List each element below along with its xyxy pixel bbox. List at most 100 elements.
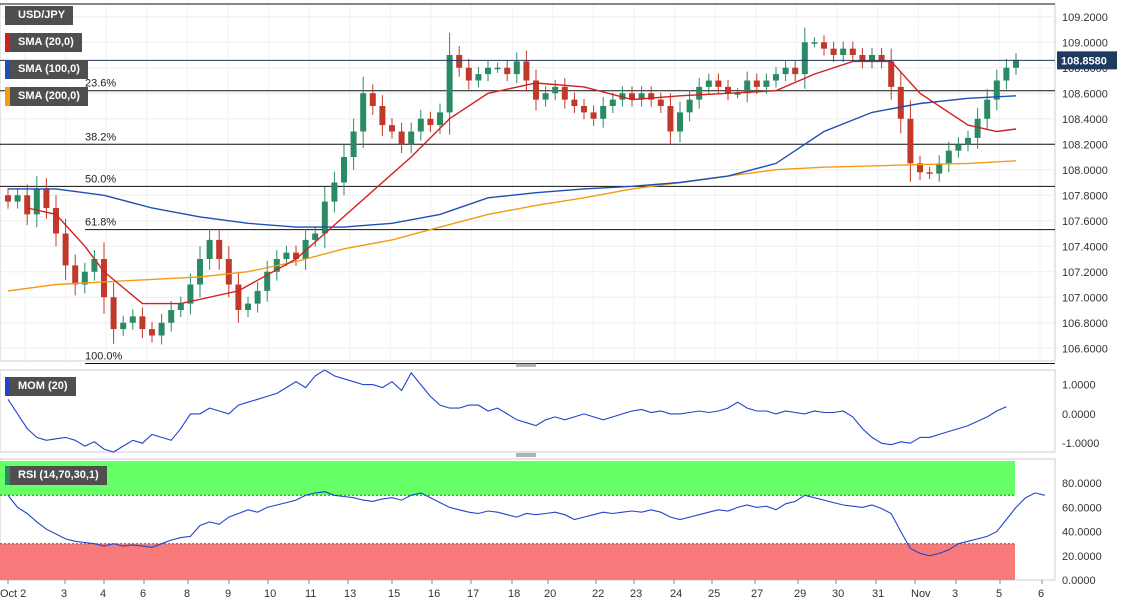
price-tick-label: 106.8000 bbox=[1062, 318, 1108, 330]
candle-body bbox=[398, 131, 405, 145]
price-tick-label: 107.8000 bbox=[1062, 190, 1108, 202]
date-tick-label: 29 bbox=[794, 588, 806, 600]
candle-body bbox=[657, 99, 664, 106]
candle-body bbox=[917, 163, 923, 173]
candle-body bbox=[945, 150, 952, 164]
momentum-panel[interactable]: 1.0000 0.0000 -1.0000 bbox=[0, 369, 1099, 453]
candle-body bbox=[888, 61, 895, 87]
date-tick-label: 4 bbox=[100, 588, 106, 600]
date-tick-label: 6 bbox=[1038, 588, 1044, 600]
candle-body bbox=[81, 271, 88, 285]
candle-body bbox=[581, 106, 587, 113]
candle-body bbox=[101, 259, 107, 298]
date-tick-label: 22 bbox=[592, 588, 604, 600]
candle-body bbox=[475, 74, 482, 81]
candle-body bbox=[561, 86, 568, 100]
candle-body bbox=[725, 86, 731, 94]
date-tick-label: 15 bbox=[388, 588, 400, 600]
rsi-tick-label: 60.0000 bbox=[1062, 502, 1102, 514]
price-panel[interactable]: 109.2000109.0000108.8000108.6000108.4000… bbox=[0, 3, 1117, 365]
sma200-badge[interactable]: SMA (200,0) bbox=[5, 87, 88, 106]
candle-body bbox=[715, 80, 722, 87]
price-tick-label: 108.6000 bbox=[1062, 88, 1108, 100]
candle-body bbox=[936, 163, 943, 174]
candle-body bbox=[984, 99, 991, 119]
candle-body bbox=[629, 93, 635, 100]
candle-body bbox=[897, 86, 904, 119]
sma200-line bbox=[7, 160, 1017, 292]
date-tick-label: 6 bbox=[140, 588, 146, 600]
candle-body bbox=[974, 118, 981, 138]
candle-body bbox=[379, 106, 386, 126]
sma20-badge[interactable]: SMA (20,0) bbox=[5, 33, 82, 52]
candle-body bbox=[600, 106, 607, 119]
last-price-box bbox=[1057, 51, 1117, 70]
date-tick-label: 24 bbox=[670, 588, 682, 600]
fib-label: 38.2% bbox=[85, 131, 116, 143]
candle-body bbox=[494, 67, 501, 70]
fib-label: 50.0% bbox=[85, 173, 116, 185]
candle-body bbox=[513, 61, 520, 75]
rsi-badge[interactable]: RSI (14,70,30,1) bbox=[5, 466, 107, 485]
candle-body bbox=[465, 67, 472, 81]
price-tick-label: 108.4000 bbox=[1062, 114, 1108, 126]
mom-tick-label: -1.0000 bbox=[1062, 438, 1099, 450]
panel-frame bbox=[0, 3, 1056, 362]
candle-body bbox=[417, 118, 424, 132]
candle-body bbox=[801, 42, 808, 75]
candle-body bbox=[1003, 67, 1010, 81]
candle-body bbox=[187, 284, 194, 304]
panel-resize-handle[interactable] bbox=[516, 363, 536, 367]
candle-body bbox=[158, 322, 165, 336]
mom-tick-label: 1.0000 bbox=[1062, 380, 1096, 392]
candle-body bbox=[360, 93, 367, 132]
fib-label: 61.8% bbox=[85, 217, 116, 229]
date-tick-label: 18 bbox=[508, 588, 520, 600]
candle-body bbox=[408, 131, 415, 145]
candle-body bbox=[33, 188, 40, 215]
candle-body bbox=[129, 316, 136, 323]
candle-body bbox=[638, 93, 645, 100]
candle-body bbox=[341, 157, 347, 183]
candle-body bbox=[91, 259, 98, 272]
candle-body bbox=[206, 239, 213, 259]
candle-body bbox=[686, 99, 693, 113]
panel-resize-handle[interactable] bbox=[516, 453, 536, 457]
candle-body bbox=[926, 172, 933, 174]
price-tick-label: 108.0000 bbox=[1062, 165, 1108, 177]
sma20-line bbox=[27, 60, 1017, 305]
candle-body bbox=[523, 61, 530, 81]
mom-tick-label: 0.0000 bbox=[1062, 409, 1096, 421]
date-tick-label: 31 bbox=[872, 588, 884, 600]
candle-body bbox=[120, 322, 127, 330]
candle-body bbox=[235, 284, 242, 310]
date-tick-label: 17 bbox=[467, 588, 479, 600]
candle-body bbox=[245, 303, 251, 310]
candle-body bbox=[571, 99, 578, 106]
candle-body bbox=[878, 55, 885, 62]
date-tick-label: Nov bbox=[911, 588, 931, 600]
panel-dividers[interactable] bbox=[516, 363, 536, 457]
candle-body bbox=[792, 67, 799, 75]
sma100-badge[interactable]: SMA (100,0) bbox=[5, 60, 88, 79]
candle-body bbox=[62, 233, 69, 266]
candle-body bbox=[216, 239, 223, 259]
mom-badge[interactable]: MOM (20) bbox=[5, 377, 76, 396]
rsi-panel[interactable]: 80.0000 60.0000 40.0000 20.0000 0.0000 bbox=[0, 458, 1102, 587]
candle-body bbox=[811, 42, 818, 44]
candle-body bbox=[254, 290, 261, 304]
rsi-tick-label: 0.0000 bbox=[1062, 575, 1096, 587]
price-tick-label: 107.6000 bbox=[1062, 216, 1108, 228]
candle-body bbox=[139, 316, 146, 330]
date-axis: Oct 2 3 4 6 8 9 10 11 13 15 16 17 18 20 22 23 24 25 27 29 30… bbox=[0, 580, 1044, 600]
date-tick-label: 5 bbox=[996, 588, 1002, 600]
date-tick-label: 3 bbox=[61, 588, 67, 600]
date-tick-label: 13 bbox=[344, 588, 356, 600]
candle-body bbox=[667, 106, 674, 132]
symbol-badge[interactable]: USD/JPY bbox=[5, 6, 74, 25]
mom-line bbox=[7, 369, 1007, 453]
date-tick-label: 27 bbox=[751, 588, 763, 600]
price-tick-label: 107.4000 bbox=[1062, 241, 1108, 253]
candle-body bbox=[993, 80, 1000, 100]
